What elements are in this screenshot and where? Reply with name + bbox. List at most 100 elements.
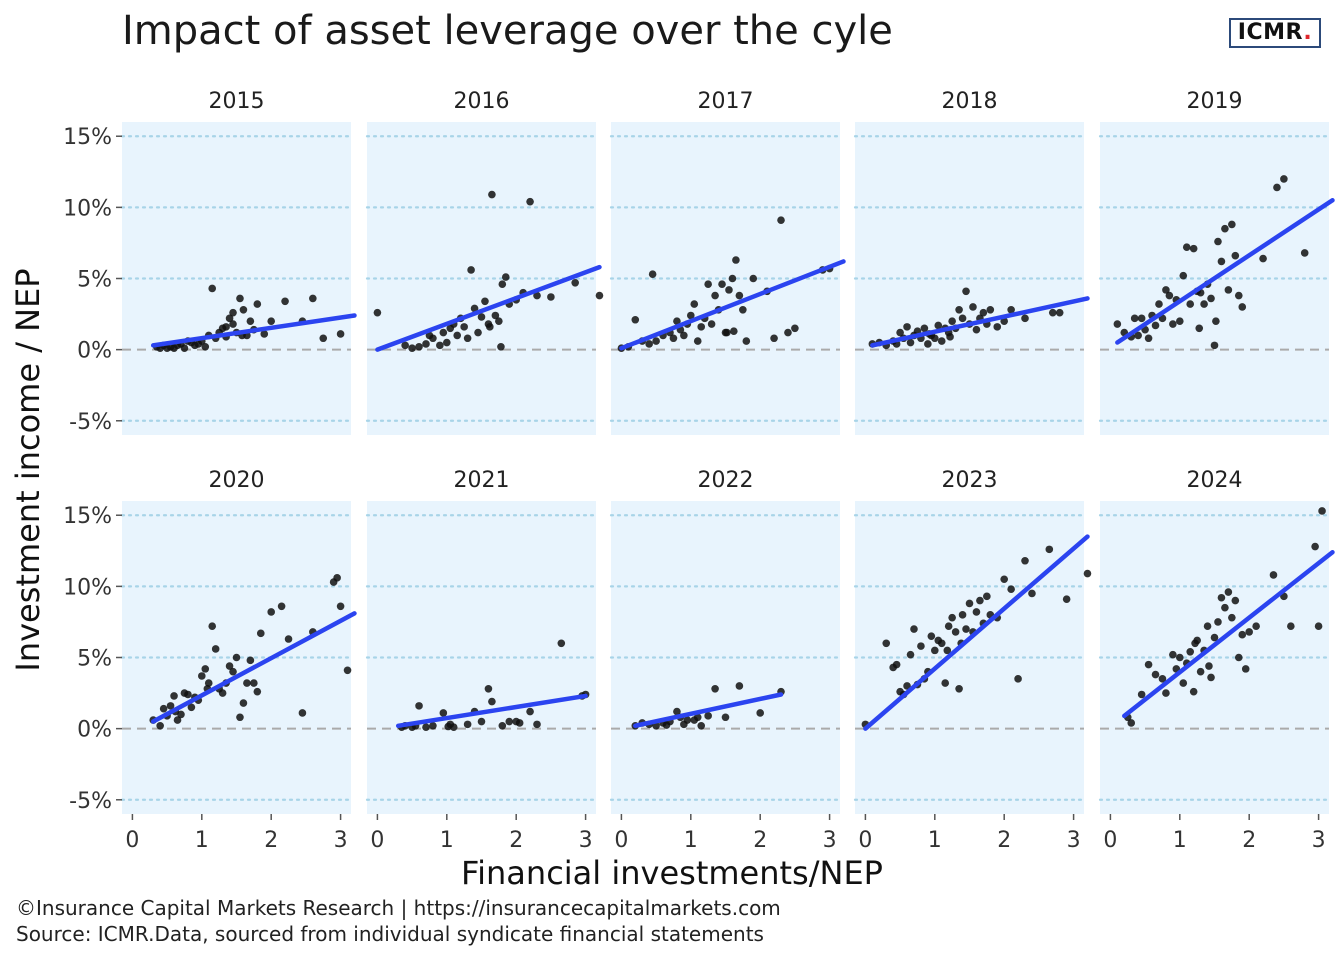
- data-point: [1130, 314, 1139, 323]
- data-point: [526, 707, 534, 716]
- data-point: [515, 719, 524, 727]
- x-tick-label: 1: [1173, 828, 1187, 853]
- x-tick-label: 1: [684, 828, 698, 853]
- data-point: [236, 713, 244, 722]
- data-point: [993, 323, 1002, 331]
- trend-line: [633, 692, 784, 729]
- data-point: [652, 337, 660, 345]
- y-tick-label: 0%: [77, 339, 112, 364]
- data-point: [1212, 317, 1220, 325]
- data-point: [467, 266, 475, 274]
- data-point: [693, 713, 702, 722]
- data-point: [1007, 585, 1015, 594]
- data-point: [1300, 249, 1309, 257]
- data-point: [201, 342, 210, 351]
- facet-label-2016: 2016: [454, 89, 510, 114]
- data-point: [1205, 662, 1213, 670]
- data-point: [1231, 596, 1240, 605]
- trend-line: [395, 693, 588, 729]
- y-tick-label: -5%: [69, 410, 112, 435]
- data-point: [962, 287, 970, 296]
- data-point: [1176, 317, 1184, 325]
- data-point: [1151, 670, 1160, 679]
- x-tick-label: 3: [334, 828, 348, 853]
- data-point: [1241, 665, 1250, 673]
- data-point: [495, 317, 503, 325]
- data-point: [906, 338, 915, 347]
- data-point: [425, 331, 434, 340]
- data-point: [1200, 300, 1208, 308]
- facet-panel-2016: 2016: [365, 89, 604, 435]
- facet-label-2015: 2015: [209, 89, 265, 114]
- data-point: [721, 713, 730, 722]
- data-point: [557, 639, 566, 648]
- x-tick-label: 2: [264, 828, 278, 853]
- y-tick-label: 5%: [77, 268, 112, 293]
- data-point: [1203, 622, 1212, 630]
- data-point: [1217, 257, 1226, 266]
- facet-panel-2015: 2015 -5% 0% 5% 10% 15%: [63, 89, 357, 435]
- data-point: [1134, 331, 1142, 340]
- data-point: [267, 608, 275, 616]
- trend-line: [150, 313, 357, 348]
- data-point: [1214, 618, 1222, 626]
- data-point: [1234, 291, 1243, 300]
- data-point: [497, 342, 505, 351]
- facet-label-2024: 2024: [1187, 468, 1243, 493]
- facet-panel-2019: 2019: [1098, 89, 1335, 435]
- x-tick-label: 3: [1312, 828, 1326, 853]
- chart-area: 2015-5%0%5%10%15%2016 2017 2018 20192020-5%…: [63, 89, 1335, 853]
- chart-title: Impact of asset leverage over the cyle: [122, 8, 893, 54]
- data-point: [711, 685, 719, 693]
- data-point: [246, 317, 255, 325]
- data-point: [1127, 719, 1136, 727]
- data-point: [662, 721, 671, 729]
- data-point: [1000, 575, 1008, 584]
- data-point: [962, 625, 970, 633]
- data-point: [277, 602, 286, 611]
- data-point: [1280, 175, 1288, 183]
- data-point: [501, 273, 510, 281]
- data-point: [533, 720, 541, 729]
- data-point: [958, 611, 967, 619]
- data-point: [728, 274, 737, 283]
- data-point: [917, 642, 925, 650]
- data-point: [1169, 650, 1177, 659]
- data-point: [711, 291, 719, 300]
- data-point: [336, 330, 345, 338]
- y-tick-label: 0%: [77, 718, 112, 743]
- facet-label-2022: 2022: [698, 468, 754, 493]
- data-point: [927, 632, 936, 640]
- data-point: [687, 311, 695, 320]
- data-point: [986, 306, 995, 314]
- data-point: [1151, 321, 1160, 330]
- data-point: [239, 306, 248, 314]
- data-point: [1287, 622, 1295, 630]
- data-point: [477, 313, 486, 321]
- facet-panel-2023: 2023 0 1 2 3: [853, 468, 1092, 853]
- data-point: [443, 338, 451, 347]
- data-point: [739, 306, 747, 314]
- data-point: [488, 190, 496, 199]
- data-point: [1144, 334, 1153, 343]
- data-point: [284, 635, 293, 643]
- data-point: [955, 306, 963, 314]
- data-point: [958, 314, 967, 323]
- logo-dot: .: [1303, 20, 1313, 45]
- data-point: [1245, 628, 1253, 636]
- data-point: [697, 323, 706, 331]
- data-point: [1137, 690, 1146, 699]
- data-point: [170, 692, 178, 700]
- data-point: [1318, 507, 1326, 515]
- data-point: [937, 337, 946, 345]
- data-point: [1155, 300, 1163, 308]
- data-point: [924, 340, 932, 348]
- data-point: [690, 300, 699, 308]
- data-point: [1186, 300, 1195, 308]
- data-point: [791, 324, 799, 333]
- data-point: [645, 340, 653, 348]
- data-point: [1014, 675, 1022, 683]
- facet-label-2017: 2017: [698, 89, 754, 114]
- data-point: [784, 328, 792, 337]
- y-tick-label: 5%: [77, 647, 112, 672]
